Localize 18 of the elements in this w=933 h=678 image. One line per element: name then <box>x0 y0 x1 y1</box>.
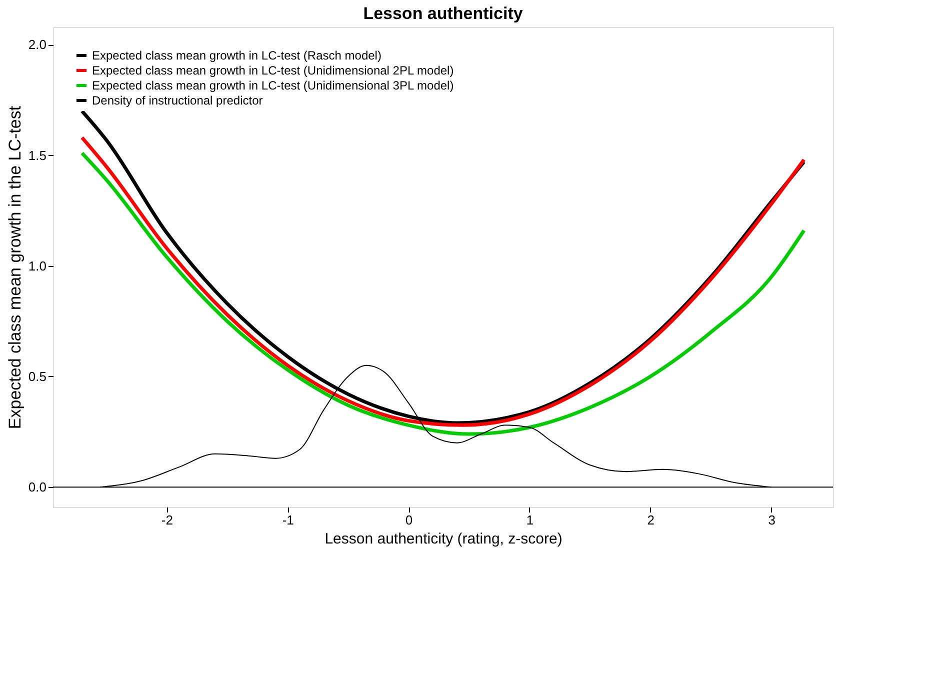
legend-label: Expected class mean growth in LC-test (Rasch model) <box>92 48 382 62</box>
x-tick-label: 0 <box>405 512 413 528</box>
y-tick-label: 0.5 <box>28 368 46 384</box>
y-tick-label: 1.0 <box>28 258 46 274</box>
x-axis-title: Lesson authenticity (rating, z-score) <box>324 530 562 548</box>
y-axis-title: Expected class mean growth in the LC-test <box>5 106 24 430</box>
y-tick-label: 2.0 <box>28 37 46 52</box>
x-tick-label: -2 <box>161 512 173 528</box>
chart-title: Lesson authenticity <box>363 4 524 23</box>
y-tick-label: 1.5 <box>28 148 46 163</box>
x-tick-label: 2 <box>647 512 655 528</box>
legend-label: Density of instructional predictor <box>92 94 263 108</box>
x-tick-label: -1 <box>282 512 294 528</box>
y-tick-label: 0.0 <box>28 480 46 495</box>
x-tick-label: 3 <box>768 512 776 528</box>
x-tick-label: 1 <box>526 512 534 528</box>
legend-label: Expected class mean growth in LC-test (Unidimensional 2PL model) <box>92 64 454 78</box>
legend-label: Expected class mean growth in LC-test (Unidimensional 3PL model) <box>92 78 454 92</box>
